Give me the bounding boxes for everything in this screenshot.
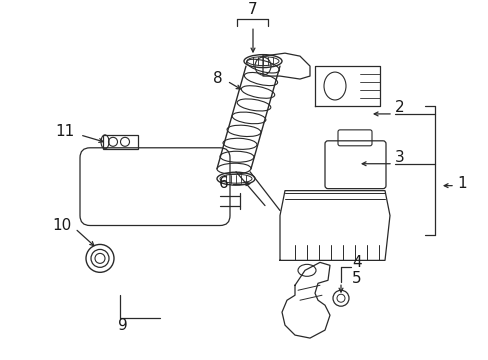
Text: 10: 10 — [52, 218, 71, 233]
Text: 3: 3 — [394, 150, 404, 165]
Text: 11: 11 — [55, 124, 75, 139]
Bar — [103, 135, 138, 149]
Text: 7: 7 — [248, 2, 257, 17]
Text: 1: 1 — [456, 176, 466, 191]
Text: 5: 5 — [351, 271, 361, 286]
Text: 2: 2 — [394, 100, 404, 116]
Text: 8: 8 — [213, 71, 223, 86]
Text: 4: 4 — [351, 255, 361, 270]
Text: 9: 9 — [118, 318, 128, 333]
Text: 6: 6 — [219, 176, 228, 191]
